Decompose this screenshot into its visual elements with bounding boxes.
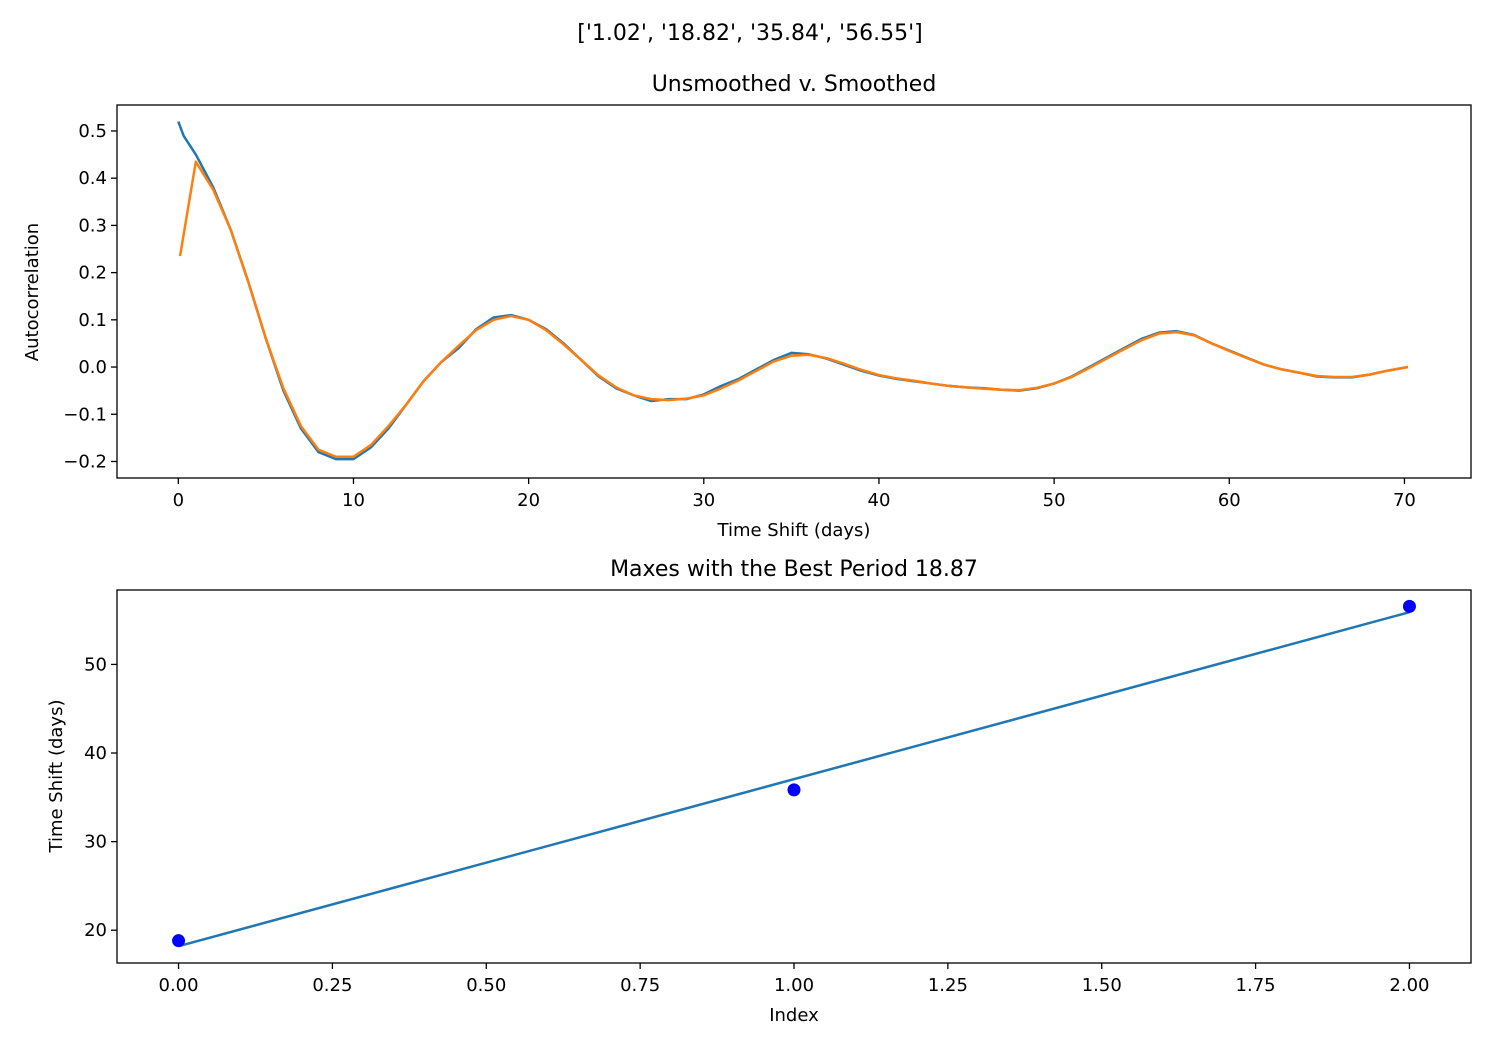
fit-line <box>178 610 1410 948</box>
autocorrelation-plot: Unsmoothed v. Smoothed Time Shift (days)… <box>22 72 1472 541</box>
plot1-xtick-label: 0 <box>173 490 184 511</box>
plot2-title: Maxes with the Best Period 18.87 <box>610 557 978 582</box>
plot1-title: Unsmoothed v. Smoothed <box>652 72 937 97</box>
smoothed-series-line <box>178 160 1409 458</box>
plot2-xtick-label: 0.75 <box>620 975 660 996</box>
plot2-xtick-label: 1.00 <box>774 975 814 996</box>
maxes-plot: Maxes with the Best Period 18.87 Index T… <box>46 557 1472 1026</box>
plot2-ytick-label: 20 <box>84 920 107 941</box>
plot2-xtick-label: 2.00 <box>1389 975 1429 996</box>
plot1-xtick-label: 20 <box>517 490 540 511</box>
plot2-xtick-label: 1.50 <box>1082 975 1122 996</box>
plot1-ytick-label: −0.1 <box>63 404 107 425</box>
plot2-ytick-label: 50 <box>84 654 107 675</box>
figure-suptitle: ['1.02', '18.82', '35.84', '56.55'] <box>577 21 922 46</box>
plot2-xlabel: Index <box>769 1005 819 1026</box>
plot2-ytick-label: 30 <box>84 832 107 853</box>
plot2-xtick-label: 0.50 <box>466 975 506 996</box>
plot1-xlabel: Time Shift (days) <box>717 520 871 541</box>
plot1-xtick-label: 30 <box>692 490 715 511</box>
plot1-frame <box>116 104 1472 479</box>
max-point <box>787 783 801 797</box>
plot1-ytick-label: 0.1 <box>78 310 107 331</box>
plot2-xtick-label: 0.00 <box>159 975 199 996</box>
plot1-ytick-label: −0.2 <box>63 451 107 472</box>
plot1-ytick-label: 0.2 <box>78 263 107 284</box>
plot2-xtick-label: 1.25 <box>928 975 968 996</box>
plot1-xtick-label: 10 <box>342 490 365 511</box>
max-point <box>172 934 186 948</box>
plot1-ytick-label: 0.4 <box>78 168 107 189</box>
max-point <box>1402 599 1416 613</box>
plot2-xtick-label: 1.75 <box>1236 975 1276 996</box>
plot1-ytick-label: 0.0 <box>78 357 107 378</box>
plot2-xtick-label: 0.25 <box>312 975 352 996</box>
plot1-xtick-label: 50 <box>1043 490 1066 511</box>
plot1-ylabel: Autocorrelation <box>22 223 43 361</box>
plot2-ytick-label: 40 <box>84 743 107 764</box>
plot1-ytick-label: 0.3 <box>78 215 107 236</box>
plot1-xtick-label: 40 <box>868 490 891 511</box>
plot2-ylabel: Time Shift (days) <box>46 700 67 854</box>
plot1-xtick-label: 60 <box>1218 490 1241 511</box>
plot1-ytick-label: 0.5 <box>78 121 107 142</box>
plot2-frame <box>116 589 1472 964</box>
plot1-xtick-label: 70 <box>1393 490 1416 511</box>
